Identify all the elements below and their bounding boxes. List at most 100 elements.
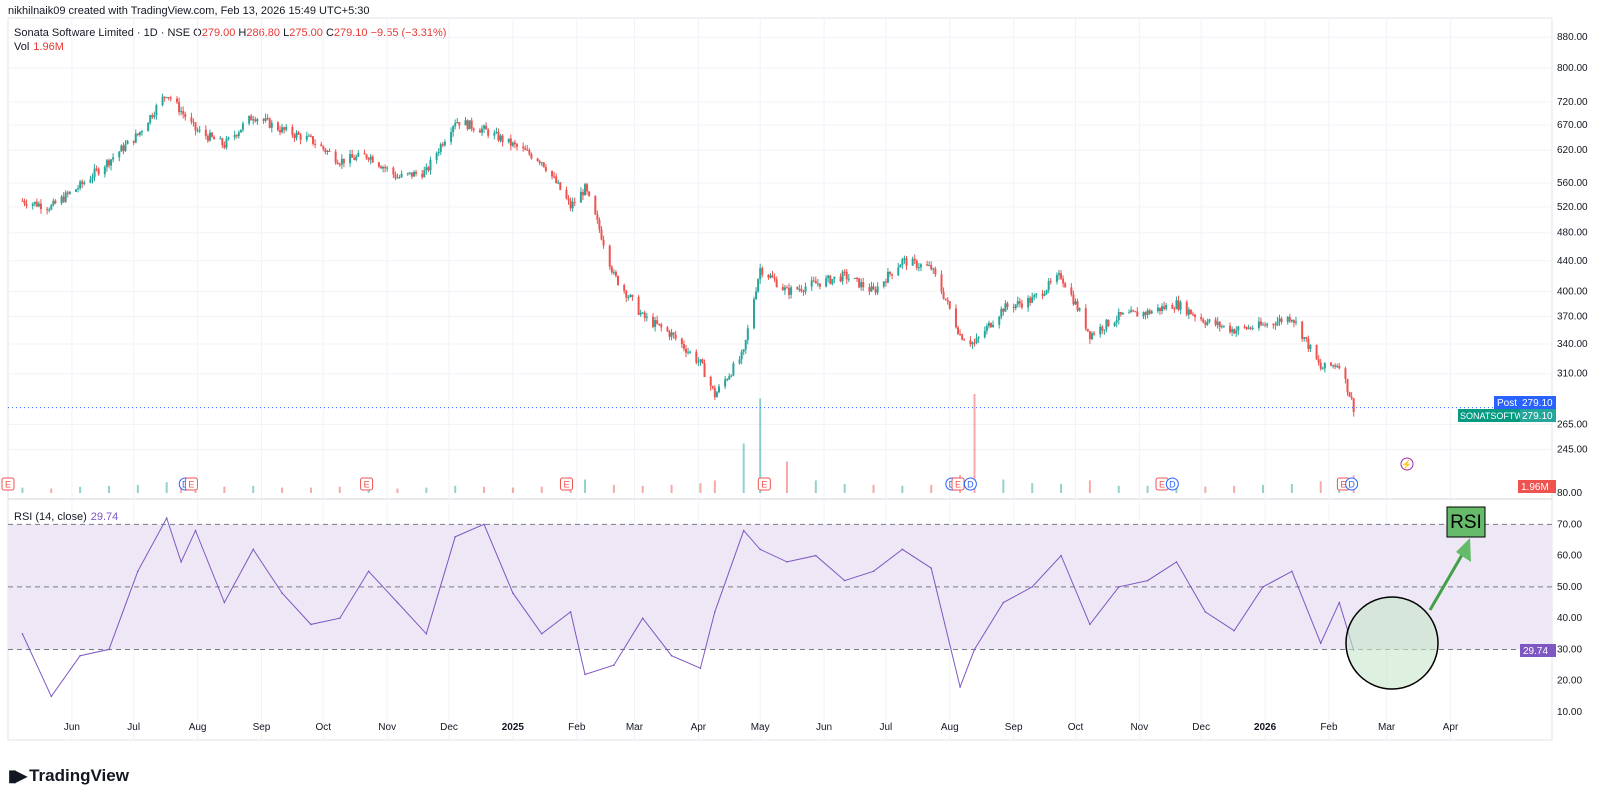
candle-body — [569, 200, 572, 209]
candle-body — [934, 268, 937, 275]
candle-body — [959, 334, 962, 336]
price-tick-label: 520.00 — [1557, 202, 1588, 213]
candle-body — [1323, 362, 1326, 369]
candle-body — [1144, 312, 1147, 315]
candle-body — [1317, 359, 1320, 363]
volume-bar — [699, 483, 702, 493]
candle-body — [1004, 303, 1007, 312]
candle-body — [237, 132, 240, 137]
earnings-marker-icon[interactable]: E — [951, 477, 965, 491]
tradingview-logo[interactable]: ▮▶ TradingView — [8, 766, 129, 786]
candle-body — [1035, 293, 1038, 296]
candle-body — [831, 279, 834, 284]
time-axis[interactable]: Jun Jul Aug Sep Oct Nov Dec 2025 Feb Mar Apr May Jun… — [64, 722, 1459, 733]
candle-body — [89, 179, 92, 183]
candle-body — [899, 264, 902, 268]
dividend-marker-icon[interactable]: D — [963, 477, 977, 491]
candle-body — [213, 136, 216, 140]
candle-body — [338, 164, 341, 166]
candle-body — [221, 138, 224, 146]
candle-body — [23, 200, 26, 204]
price-axis[interactable]: 880.00 800.00 720.00 670.00 620.00 560.00 520.… — [1557, 32, 1588, 455]
candle-body — [478, 130, 481, 133]
candle-body — [454, 122, 457, 127]
candle-body — [584, 184, 587, 196]
candle-body — [656, 320, 659, 324]
candle-body — [1121, 313, 1124, 315]
candle-body — [623, 284, 626, 291]
candle-body — [270, 122, 273, 128]
candle-body — [493, 132, 496, 136]
candle-body — [1272, 323, 1275, 325]
candle-body — [998, 316, 1001, 325]
candle-body — [771, 275, 774, 278]
candle-body — [441, 144, 444, 146]
candle-body — [380, 166, 382, 169]
candle-body — [790, 287, 793, 295]
candle-body — [645, 316, 648, 318]
post-value: 279.10 — [1522, 398, 1553, 409]
candle-body — [1074, 301, 1077, 305]
candle-body — [175, 98, 178, 102]
rsi-tick-label: 10.00 — [1557, 707, 1582, 718]
arrow-head-icon — [1456, 538, 1471, 562]
event-markers[interactable]: EDEEEEDEDEDED⚡ — [1, 457, 1414, 491]
candle-body — [435, 153, 438, 160]
time-tick-label: Feb — [1320, 722, 1338, 733]
candle-body — [874, 289, 877, 293]
time-tick-label: Apr — [1443, 722, 1459, 733]
rsi-badge: 29.74 — [1520, 644, 1556, 657]
candle-body — [1064, 283, 1067, 288]
candle-body — [785, 287, 788, 289]
candle-body — [989, 322, 992, 328]
candle-body — [761, 268, 764, 275]
rsi-axis[interactable]: 80.00 70.00 60.00 50.00 40.00 30.00 20.00 10.00 — [1557, 488, 1582, 718]
candle-body — [957, 327, 960, 335]
earnings-marker-icon[interactable]: E — [184, 477, 198, 491]
candle-body — [612, 271, 615, 273]
dividend-marker-icon[interactable]: D — [1345, 477, 1359, 491]
lightning-event-icon[interactable]: ⚡ — [1400, 457, 1414, 471]
candle-body — [322, 146, 325, 150]
candle-body — [134, 133, 137, 143]
candle-body — [672, 332, 675, 335]
candle-body — [1307, 338, 1310, 350]
candle-body — [233, 135, 236, 138]
candle-body — [66, 192, 69, 194]
earnings-marker-icon[interactable]: E — [360, 477, 374, 491]
dividend-marker-icon[interactable]: D — [1165, 477, 1179, 491]
brand-name: TradingView — [29, 766, 129, 785]
candle-body — [39, 203, 42, 210]
volume-bar — [670, 484, 673, 493]
candle-body — [1107, 319, 1110, 327]
earnings-marker-icon[interactable]: E — [757, 477, 771, 491]
candle-body — [165, 97, 168, 99]
candle-body — [194, 122, 197, 131]
candle-body — [839, 276, 842, 282]
candle-body — [1231, 329, 1234, 333]
candle-body — [470, 120, 473, 129]
svg-text:D: D — [1169, 480, 1176, 490]
candle-body — [643, 312, 646, 318]
candle-body — [239, 129, 242, 133]
candle-body — [483, 125, 486, 129]
volume-bar — [50, 488, 53, 493]
candle-body — [138, 131, 141, 136]
candle-body — [827, 275, 830, 279]
open-value: 279.00 — [201, 27, 236, 39]
candle-body — [334, 151, 337, 163]
candle-body — [652, 316, 655, 327]
candle-body — [730, 375, 733, 377]
candle-body — [384, 167, 387, 169]
candle-body — [511, 142, 514, 146]
candle-body — [369, 156, 372, 160]
candle-body — [394, 174, 397, 179]
earnings-marker-icon[interactable]: E — [559, 477, 573, 491]
candle-body — [349, 154, 352, 164]
candle-body — [192, 121, 195, 123]
candle-body — [1134, 311, 1137, 313]
rsi-badge-value: 29.74 — [1523, 646, 1548, 657]
earnings-marker-icon[interactable]: E — [1, 477, 15, 491]
time-tick-label: Aug — [941, 722, 959, 733]
